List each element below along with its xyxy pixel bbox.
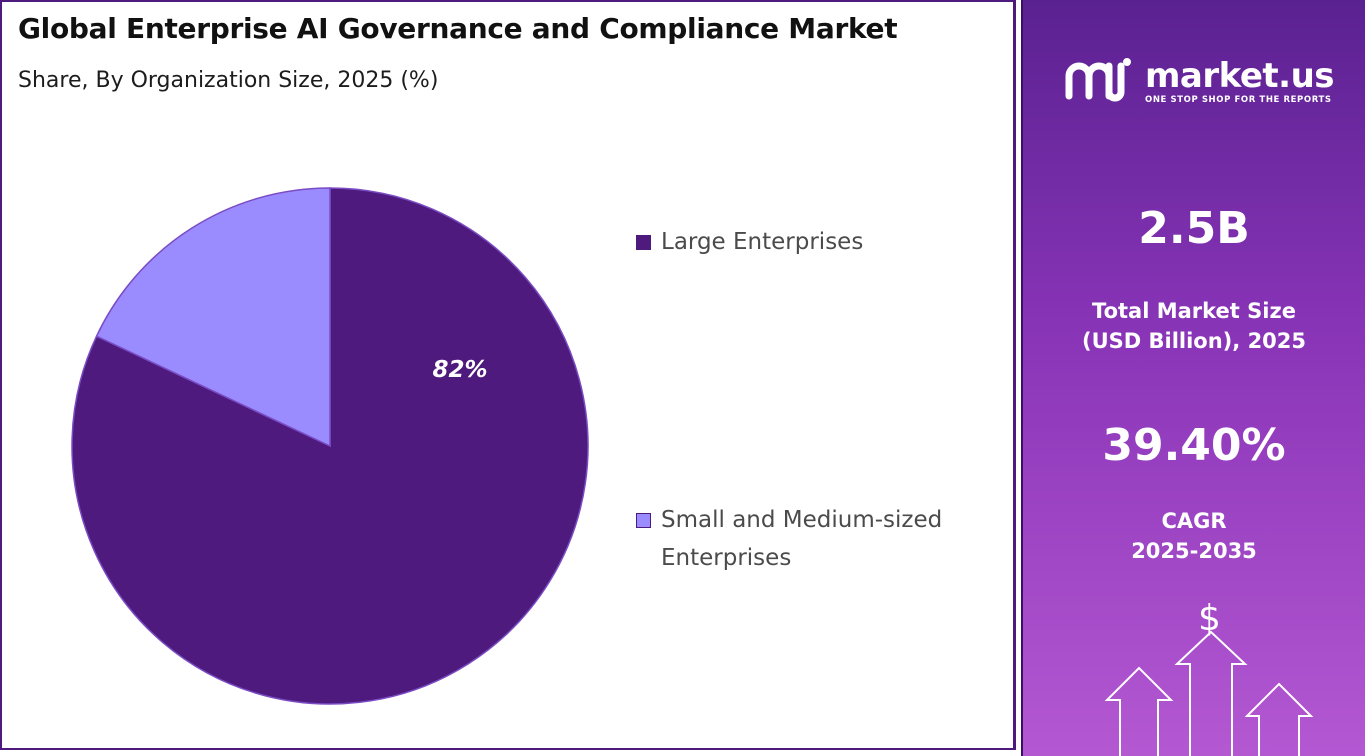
legend-item-small-medium-enterprises: Small and Medium-sized Enterprises [636, 506, 981, 577]
dollar-icon: $ [1198, 598, 1221, 639]
market-size-caption: Total Market Size (USD Billion), 2025 [1023, 296, 1365, 356]
legend-label-large-enterprises: Large Enterprises [661, 229, 864, 255]
legend-item-large-enterprises: Large Enterprises [636, 228, 981, 261]
cagr-caption-line2: 2025-2035 [1131, 539, 1257, 563]
pie-slice-small-medium-enterprises [95, 187, 331, 448]
legend-swatch-large-enterprises [636, 235, 651, 250]
chart-subtitle: Share, By Organization Size, 2025 (%) [18, 68, 439, 93]
chart-panel: Global Enterprise AI Governance and Comp… [0, 0, 1016, 750]
legend-swatch-small-medium-enterprises [636, 513, 651, 528]
data-label-large-enterprises: 82% [432, 357, 487, 383]
chart-title: Global Enterprise AI Governance and Comp… [18, 12, 898, 45]
pie-chart: 82% [71, 187, 589, 705]
cagr-caption: CAGR 2025-2035 [1023, 506, 1365, 566]
legend-label-small-medium-enterprises: Small and Medium-sized Enterprises [661, 507, 943, 571]
cagr-caption-line1: CAGR [1161, 509, 1227, 533]
market-size-caption-line2: (USD Billion), 2025 [1081, 329, 1307, 353]
market-size-value: 2.5B [1138, 203, 1250, 254]
logo-name: market.us [1145, 56, 1335, 96]
stats-sidebar: market.us ONE STOP SHOP FOR THE REPORTS … [1021, 0, 1365, 756]
market-us-logo: market.us ONE STOP SHOP FOR THE REPORTS [1063, 52, 1335, 110]
growth-arrows-icon [1104, 630, 1314, 756]
market-us-logo-icon [1065, 58, 1131, 102]
logo-tagline: ONE STOP SHOP FOR THE REPORTS [1145, 95, 1332, 105]
cagr-value: 39.40% [1102, 420, 1286, 471]
market-size-caption-line1: Total Market Size [1092, 299, 1296, 323]
